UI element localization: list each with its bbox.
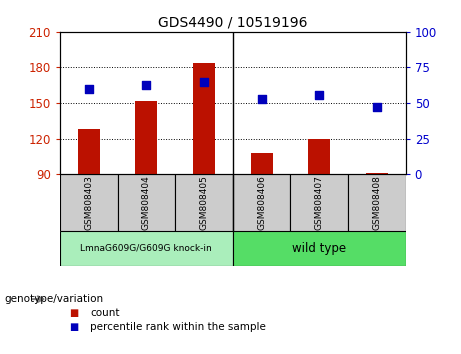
- Text: count: count: [90, 308, 119, 318]
- FancyBboxPatch shape: [60, 231, 233, 266]
- Text: GSM808404: GSM808404: [142, 176, 151, 230]
- Point: [200, 79, 207, 85]
- Text: GSM808407: GSM808407: [315, 175, 324, 230]
- Text: LmnaG609G/G609G knock-in: LmnaG609G/G609G knock-in: [81, 244, 212, 253]
- FancyBboxPatch shape: [233, 174, 290, 231]
- Point: [142, 82, 150, 87]
- Title: GDS4490 / 10519196: GDS4490 / 10519196: [158, 15, 307, 29]
- FancyBboxPatch shape: [175, 174, 233, 231]
- Bar: [366, 173, 388, 174]
- Text: GSM808408: GSM808408: [372, 175, 381, 230]
- Text: genotype/variation: genotype/variation: [5, 294, 104, 304]
- Bar: [78, 129, 100, 174]
- Point: [373, 104, 381, 110]
- FancyBboxPatch shape: [118, 174, 175, 231]
- Text: wild type: wild type: [292, 242, 346, 255]
- Text: GSM808406: GSM808406: [257, 175, 266, 230]
- Point: [85, 86, 92, 92]
- Bar: [308, 139, 330, 174]
- Text: ■: ■: [69, 308, 78, 318]
- Text: GSM808405: GSM808405: [200, 175, 208, 230]
- Text: GSM808403: GSM808403: [84, 175, 93, 230]
- Bar: [193, 63, 215, 174]
- Text: ■: ■: [69, 322, 78, 332]
- FancyBboxPatch shape: [348, 174, 406, 231]
- FancyBboxPatch shape: [233, 231, 406, 266]
- Bar: [251, 153, 272, 174]
- FancyBboxPatch shape: [290, 174, 348, 231]
- Text: percentile rank within the sample: percentile rank within the sample: [90, 322, 266, 332]
- Point: [315, 92, 323, 97]
- FancyBboxPatch shape: [60, 174, 118, 231]
- Bar: [136, 101, 157, 174]
- Point: [258, 96, 266, 102]
